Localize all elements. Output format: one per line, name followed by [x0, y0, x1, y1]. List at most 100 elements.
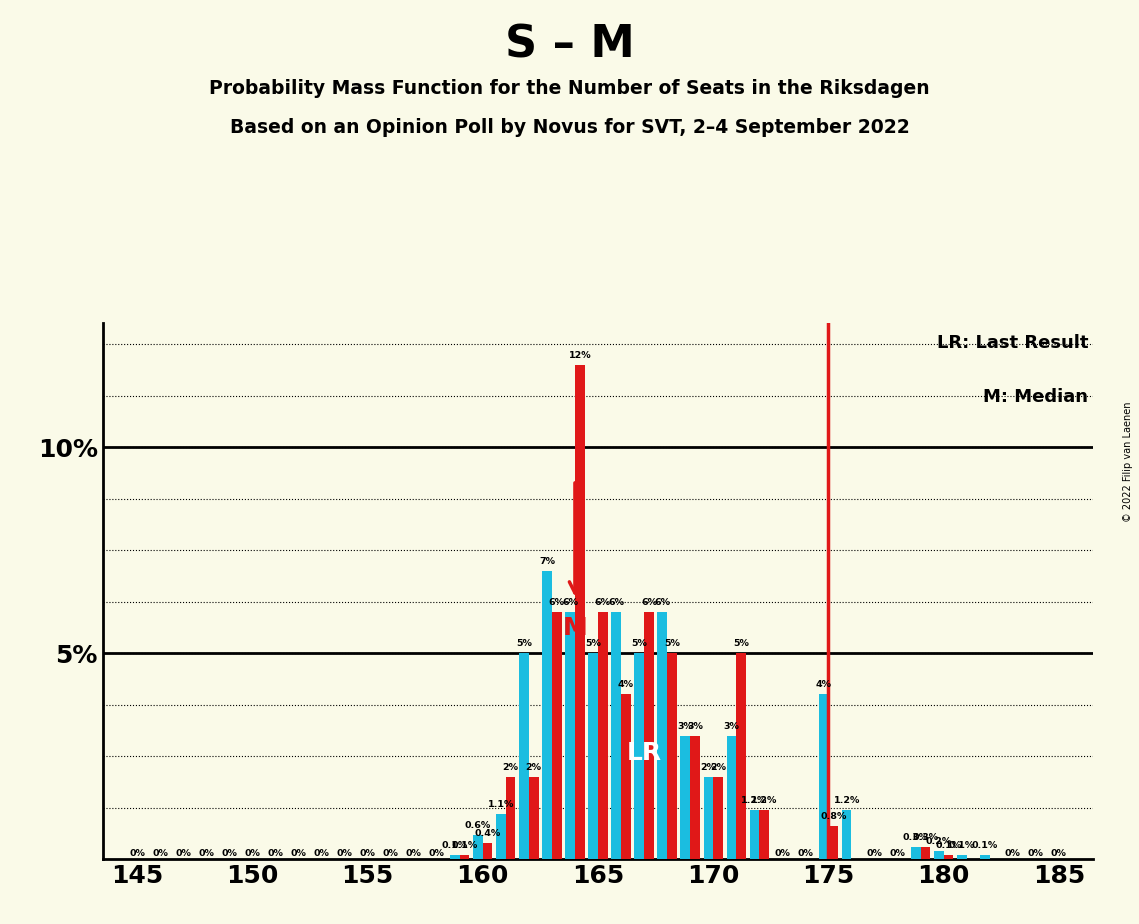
- Text: 0%: 0%: [290, 849, 306, 858]
- Text: 0%: 0%: [336, 849, 352, 858]
- Text: 0%: 0%: [198, 849, 214, 858]
- Text: 0.1%: 0.1%: [935, 841, 961, 850]
- Text: 5%: 5%: [631, 639, 647, 649]
- Bar: [483, 843, 492, 859]
- Text: 2%: 2%: [700, 763, 716, 772]
- Text: 0%: 0%: [313, 849, 329, 858]
- Bar: [690, 736, 699, 859]
- Text: 6%: 6%: [549, 598, 565, 607]
- Bar: [644, 612, 654, 859]
- Text: 0.3%: 0.3%: [903, 833, 928, 842]
- Bar: [598, 612, 607, 859]
- Text: 0%: 0%: [1005, 849, 1021, 858]
- Text: 0%: 0%: [405, 849, 421, 858]
- Bar: [621, 695, 631, 859]
- Text: 0%: 0%: [797, 849, 813, 858]
- Bar: [911, 847, 920, 859]
- Bar: [565, 612, 575, 859]
- Bar: [612, 612, 621, 859]
- Text: 0%: 0%: [245, 849, 260, 858]
- Bar: [828, 826, 838, 859]
- Text: 6%: 6%: [562, 598, 579, 607]
- Bar: [473, 834, 483, 859]
- Text: 0.4%: 0.4%: [475, 829, 501, 838]
- Bar: [680, 736, 690, 859]
- Bar: [749, 809, 760, 859]
- Text: M: M: [563, 616, 588, 640]
- Text: 0.1%: 0.1%: [949, 841, 975, 850]
- Bar: [920, 847, 931, 859]
- Text: © 2022 Filip van Laenen: © 2022 Filip van Laenen: [1123, 402, 1133, 522]
- Text: 3%: 3%: [687, 722, 703, 731]
- Bar: [589, 653, 598, 859]
- Text: 0%: 0%: [221, 849, 237, 858]
- Text: 0%: 0%: [175, 849, 191, 858]
- Text: M: Median: M: Median: [983, 388, 1089, 406]
- Text: 3%: 3%: [678, 722, 694, 731]
- Bar: [842, 809, 852, 859]
- Text: Based on an Opinion Poll by Novus for SVT, 2–4 September 2022: Based on an Opinion Poll by Novus for SV…: [230, 118, 909, 138]
- Bar: [497, 814, 506, 859]
- Bar: [736, 653, 746, 859]
- Bar: [542, 571, 552, 859]
- Text: 4%: 4%: [816, 680, 831, 689]
- Text: 1.2%: 1.2%: [751, 796, 777, 805]
- Text: 3%: 3%: [723, 722, 739, 731]
- Text: 6%: 6%: [595, 598, 611, 607]
- Text: 5%: 5%: [734, 639, 749, 649]
- Bar: [575, 365, 584, 859]
- Text: 4%: 4%: [617, 680, 634, 689]
- Text: 6%: 6%: [654, 598, 670, 607]
- Text: S – M: S – M: [505, 23, 634, 67]
- Text: 0%: 0%: [360, 849, 376, 858]
- Text: 0%: 0%: [890, 849, 906, 858]
- Bar: [657, 612, 667, 859]
- Text: 0%: 0%: [867, 849, 883, 858]
- Text: 0.8%: 0.8%: [820, 812, 846, 821]
- Text: 0%: 0%: [775, 849, 790, 858]
- Bar: [552, 612, 562, 859]
- Bar: [634, 653, 644, 859]
- Text: 0%: 0%: [1027, 849, 1043, 858]
- Text: 6%: 6%: [608, 598, 624, 607]
- Text: 0.1%: 0.1%: [972, 841, 998, 850]
- Text: Probability Mass Function for the Number of Seats in the Riksdagen: Probability Mass Function for the Number…: [210, 79, 929, 98]
- Text: 2%: 2%: [710, 763, 726, 772]
- Text: LR: LR: [626, 740, 662, 764]
- Text: 7%: 7%: [539, 557, 555, 565]
- Text: 12%: 12%: [568, 351, 591, 359]
- Text: 1.2%: 1.2%: [741, 796, 768, 805]
- Text: LR: Last Result: LR: Last Result: [937, 334, 1089, 352]
- Bar: [957, 856, 967, 859]
- Bar: [506, 777, 516, 859]
- Text: 5%: 5%: [664, 639, 680, 649]
- Text: 0.1%: 0.1%: [451, 841, 477, 850]
- Bar: [713, 777, 723, 859]
- Text: 0.6%: 0.6%: [465, 821, 491, 830]
- Text: 1.2%: 1.2%: [834, 796, 860, 805]
- Bar: [450, 856, 460, 859]
- Bar: [727, 736, 736, 859]
- Text: 2%: 2%: [526, 763, 542, 772]
- Text: 0%: 0%: [1051, 849, 1067, 858]
- Bar: [760, 809, 769, 859]
- Text: 0%: 0%: [383, 849, 399, 858]
- Text: 0%: 0%: [268, 849, 284, 858]
- Bar: [819, 695, 828, 859]
- Text: 6%: 6%: [641, 598, 657, 607]
- Text: 5%: 5%: [585, 639, 601, 649]
- Text: 0.3%: 0.3%: [912, 833, 939, 842]
- Text: 1.1%: 1.1%: [487, 800, 514, 809]
- Text: 0%: 0%: [153, 849, 169, 858]
- Bar: [934, 851, 943, 859]
- Bar: [519, 653, 528, 859]
- Text: 0%: 0%: [428, 849, 444, 858]
- Bar: [980, 856, 990, 859]
- Bar: [704, 777, 713, 859]
- Bar: [943, 856, 953, 859]
- Text: 0.1%: 0.1%: [442, 841, 468, 850]
- Bar: [460, 856, 469, 859]
- Text: 0%: 0%: [129, 849, 145, 858]
- Text: 2%: 2%: [502, 763, 518, 772]
- Bar: [667, 653, 677, 859]
